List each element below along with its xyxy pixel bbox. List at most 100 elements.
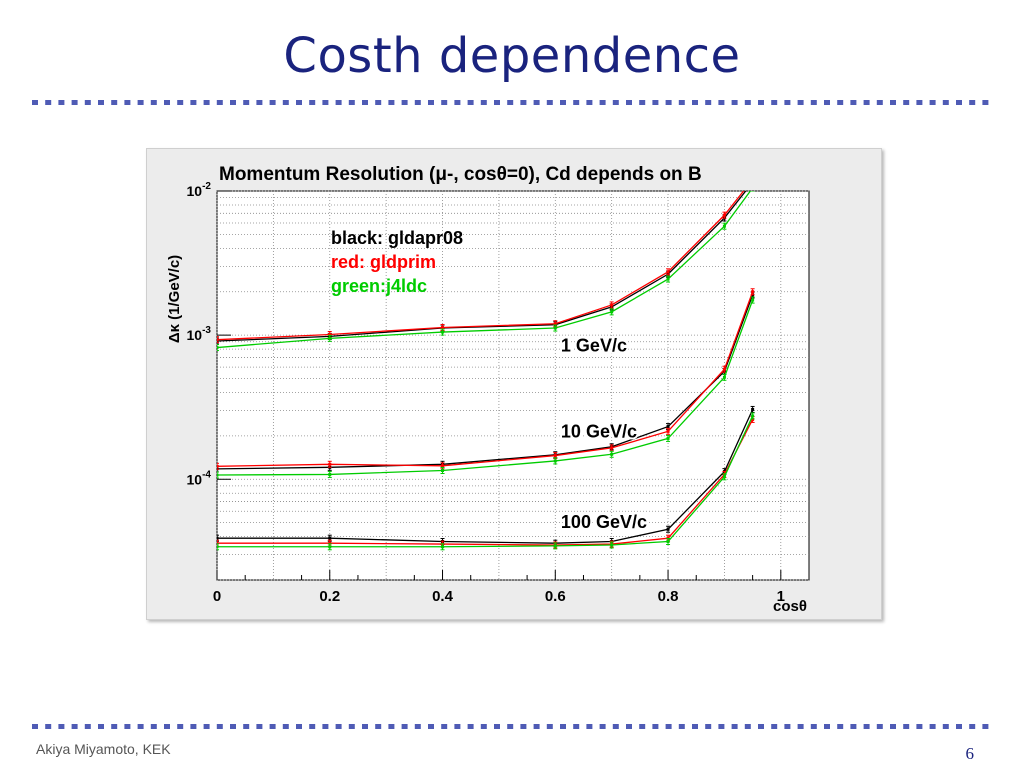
rule-dot — [824, 724, 830, 729]
data-point — [553, 454, 557, 458]
data-point — [610, 543, 614, 547]
rule-dot — [309, 724, 316, 729]
rule-dot — [388, 724, 395, 729]
x-tick-label: 0 — [213, 588, 221, 605]
rule-dot — [269, 100, 276, 105]
rule-dot — [546, 100, 553, 105]
rule-dot — [771, 100, 778, 105]
rule-dot — [216, 724, 223, 729]
rule-dot — [731, 100, 738, 105]
rule-dot — [969, 100, 976, 105]
grid — [216, 190, 809, 581]
rule-dot — [744, 724, 751, 729]
legend-entry: red: gldprim — [331, 252, 436, 272]
annotations: 1 GeV/c 10 GeV/c 100 GeV/c — [559, 333, 649, 533]
data-point — [553, 326, 557, 330]
rule-dot — [890, 100, 896, 105]
data-point — [666, 527, 670, 531]
data-point — [217, 536, 219, 540]
data-point — [553, 459, 557, 463]
rule-dot — [32, 724, 38, 729]
rule-dot — [362, 724, 368, 729]
rule-dot — [982, 724, 989, 729]
rule-dot — [45, 724, 52, 729]
rule-dot — [612, 100, 619, 105]
rule-dot — [560, 724, 566, 729]
bottom-dotted-rule — [32, 724, 992, 730]
rule-dot — [824, 100, 830, 105]
rule-dot — [665, 100, 672, 105]
rule-dot — [454, 724, 461, 729]
rule-dot — [190, 724, 197, 729]
data-point — [217, 338, 219, 342]
rule-dot — [494, 100, 500, 105]
data-point — [328, 333, 332, 337]
rule-dot — [837, 100, 844, 105]
rule-dot — [705, 100, 712, 105]
rule-dot — [111, 100, 118, 105]
rule-dot — [124, 724, 131, 729]
rule-dot — [586, 724, 593, 729]
rule-dot — [428, 724, 434, 729]
rule-dot — [876, 100, 883, 105]
rule-dot — [203, 724, 210, 729]
rule-dot — [876, 724, 883, 729]
rule-dot — [665, 724, 672, 729]
rule-dot — [810, 724, 817, 729]
rule-dot — [626, 724, 632, 729]
chart-title: Momentum Resolution (μ-, cosθ=0), Cd dep… — [219, 164, 702, 185]
rule-dot — [718, 724, 725, 729]
rule-dot — [533, 100, 540, 105]
legend-entry: green:j4ldc — [331, 276, 427, 296]
data-point — [722, 213, 726, 217]
rule-dot — [758, 724, 764, 729]
x-tick-label: 0.8 — [658, 588, 679, 605]
rule-dot — [586, 100, 593, 105]
dotted-rule-svg — [32, 724, 989, 729]
momentum-label: 1 GeV/c — [561, 335, 627, 355]
series-line — [217, 294, 754, 470]
rule-dot — [837, 724, 844, 729]
slide-title: Costh dependence — [283, 28, 741, 84]
rule-dot — [322, 100, 329, 105]
rule-dot — [560, 100, 566, 105]
data-point — [751, 178, 754, 181]
rule-dot — [164, 100, 170, 105]
rule-dot — [230, 100, 236, 105]
data-point — [217, 464, 219, 468]
x-axis-label: cosθ — [773, 598, 807, 615]
rule-dot — [731, 724, 738, 729]
rule-dot — [441, 100, 448, 105]
series-line — [217, 191, 745, 341]
rule-dot — [322, 724, 329, 729]
rule-dot — [256, 100, 263, 105]
rule-dot — [784, 100, 791, 105]
legend-entry: black: gldapr08 — [331, 228, 463, 248]
momentum-resolution-chart: Momentum Resolution (μ-, cosθ=0), Cd dep… — [166, 164, 810, 615]
rule-dot — [454, 100, 461, 105]
rule-dot — [599, 724, 606, 729]
axes: 0 0.2 0.4 0.6 0.8 1 10-2 10-3 10-4 — [187, 181, 810, 605]
rule-dot — [335, 100, 342, 105]
rule-dot — [744, 100, 751, 105]
rule-dot — [243, 724, 250, 729]
rule-dot — [441, 724, 448, 729]
rule-dot — [124, 100, 131, 105]
rule-dot — [507, 724, 514, 729]
rule-dot — [230, 724, 236, 729]
rule-dot — [467, 724, 474, 729]
rule-dot — [84, 100, 91, 105]
rule-dot — [375, 100, 382, 105]
rule-dot — [982, 100, 989, 105]
data-point — [441, 330, 445, 334]
y-tick-label: 10-2 — [187, 181, 212, 199]
rule-dot — [84, 724, 91, 729]
rule-dot — [348, 724, 355, 729]
rule-dot — [467, 100, 474, 105]
plot-area — [216, 190, 810, 581]
series-line — [217, 299, 754, 476]
rule-dot — [573, 724, 580, 729]
rule-dot — [639, 724, 646, 729]
data-point — [217, 541, 219, 545]
rule-dot — [150, 100, 157, 105]
